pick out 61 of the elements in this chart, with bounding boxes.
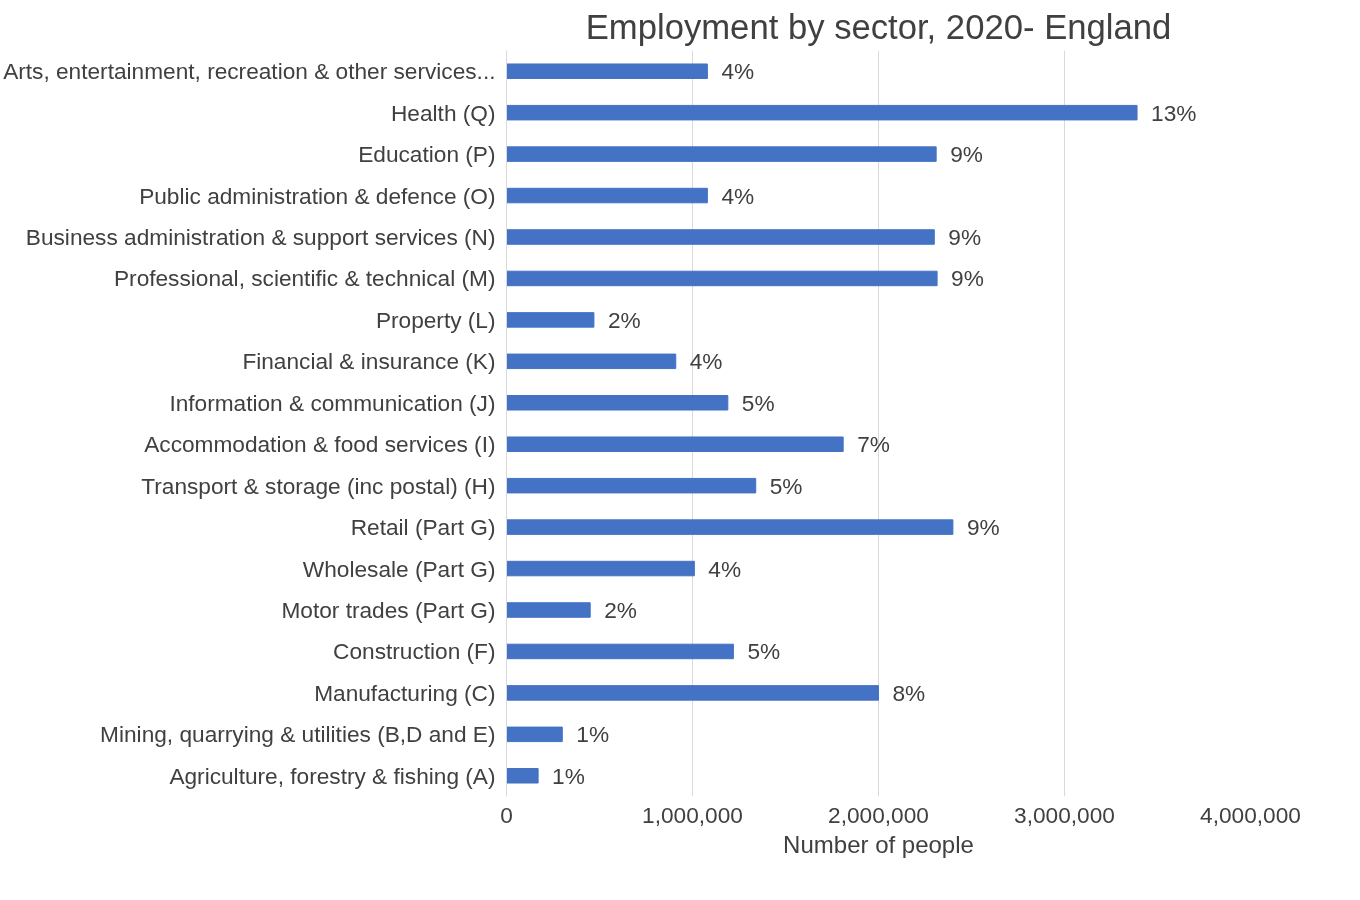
- y-tick-label: Mining, quarrying & utilities (B,D and E): [100, 721, 496, 748]
- annotation: 4%: [708, 555, 742, 582]
- bar: [506, 643, 734, 660]
- annotation: 2%: [604, 597, 637, 623]
- bar: [506, 726, 563, 743]
- y-tick-label: Agriculture, forestry & fishing (A): [169, 762, 496, 789]
- annotation: 7%: [857, 431, 890, 458]
- y-tick-label: Motor trades (Part G): [281, 597, 496, 623]
- bar: [506, 229, 935, 245]
- annotation: 1%: [552, 762, 585, 789]
- x-tick-label: 2,000,000: [828, 801, 929, 828]
- y-tick-label: Manufacturing (C): [314, 679, 496, 706]
- bar: [506, 353, 677, 370]
- annotation: 9%: [950, 141, 983, 168]
- y-tick-label: Health (Q): [391, 99, 496, 126]
- y-tick-label: Transport & storage (inc postal) (H): [141, 472, 496, 499]
- bar: [506, 519, 954, 535]
- annotation: 2%: [607, 306, 641, 333]
- y-tick-label: Construction (F): [333, 638, 496, 665]
- annotation: 9%: [948, 224, 982, 250]
- bar: [506, 312, 595, 328]
- annotation: 9%: [951, 265, 984, 292]
- y-tick-label: Accommodation & food services (I): [144, 431, 496, 458]
- y-tick-label: Financial & insurance (K): [242, 348, 496, 375]
- annotation: 8%: [892, 679, 926, 706]
- bar: [506, 187, 708, 204]
- bar: [506, 685, 879, 701]
- annotation: 4%: [689, 348, 723, 375]
- annotation: 13%: [1151, 99, 1197, 126]
- y-tick-label: Wholesale (Part G): [302, 555, 496, 582]
- y-tick-label: Professional, scientific & technical (M): [113, 265, 496, 292]
- bar: [506, 395, 729, 411]
- bar: [506, 477, 757, 494]
- x-tick-label: 3,000,000: [1014, 801, 1115, 828]
- y-tick-label: Property (L): [375, 306, 496, 333]
- x-tick-label: 0: [500, 801, 513, 828]
- annotation: 5%: [747, 638, 781, 665]
- x-tick-label: 4,000,000: [1200, 801, 1301, 828]
- annotation: 1%: [576, 721, 610, 748]
- y-tick-label: Information & communication (J): [169, 389, 496, 416]
- y-tick-label: Public administration & defence (O): [139, 182, 496, 209]
- chart-title: Employment by sector, 2020- England: [585, 7, 1172, 46]
- y-tick-label: Arts, entertainment, recreation & other services...: [3, 58, 496, 85]
- x-axis-title: Number of people: [783, 830, 974, 858]
- bar: [506, 768, 539, 784]
- bar: [506, 436, 844, 452]
- annotation: 9%: [966, 514, 1000, 541]
- bar: [506, 63, 708, 79]
- bar: [506, 146, 937, 162]
- annotation: 4%: [721, 182, 755, 209]
- bar: [506, 270, 938, 287]
- annotation: 5%: [769, 472, 803, 499]
- y-tick-label: Business administration & support services (N): [25, 224, 496, 250]
- x-tick-label: 1,000,000: [642, 801, 743, 828]
- annotation: 4%: [721, 58, 755, 85]
- bar: [506, 560, 695, 577]
- bar: [506, 104, 1138, 121]
- y-tick-label: Retail (Part G): [350, 514, 496, 541]
- annotation: 5%: [741, 389, 775, 416]
- bar: [506, 602, 591, 618]
- y-tick-label: Education (P): [358, 141, 496, 168]
